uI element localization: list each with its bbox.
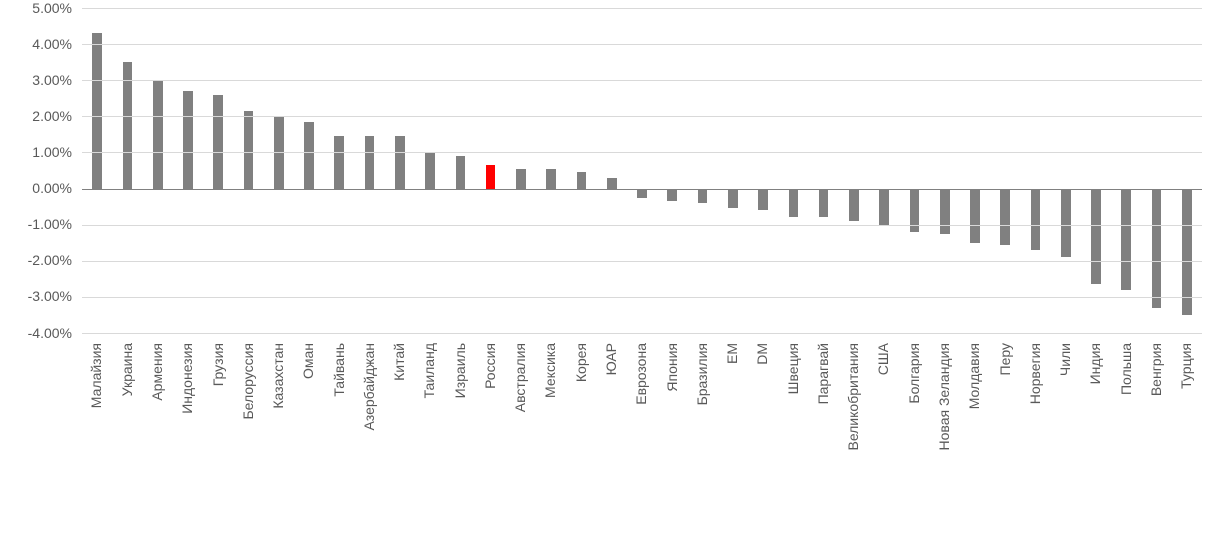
y-axis-tick-label: 1.00% (0, 144, 72, 160)
bar (516, 169, 526, 189)
gridline (82, 116, 1202, 117)
gridline (82, 8, 1202, 9)
bar (607, 178, 617, 189)
bar (244, 111, 254, 189)
x-axis-tick-label: Венгрия (1149, 343, 1163, 396)
bars-layer (82, 8, 1202, 333)
bar (1152, 189, 1162, 308)
y-axis-tick-label: 3.00% (0, 72, 72, 88)
x-axis-tick-label: Еврозона (634, 343, 648, 405)
x-axis-tick-label: Армения (150, 343, 164, 401)
x-axis-tick-label: Швеция (786, 343, 800, 394)
bar (819, 189, 829, 218)
bar (1000, 189, 1010, 245)
y-axis-tick-label: -3.00% (0, 288, 72, 304)
x-axis-tick-label: EM (725, 343, 739, 364)
bar (456, 156, 466, 189)
y-axis-tick-label: -4.00% (0, 325, 72, 341)
bar (758, 189, 768, 211)
x-axis-tick-label: Молдавия (967, 343, 981, 409)
bar (849, 189, 859, 222)
gridline (82, 152, 1202, 153)
y-axis-tick-label: -1.00% (0, 216, 72, 232)
x-axis-tick-label: DM (755, 343, 769, 365)
y-axis-tick-label: 5.00% (0, 0, 72, 16)
bar (637, 189, 647, 198)
bar (940, 189, 950, 234)
bar (365, 136, 375, 188)
x-axis-tick-label: Украина (120, 343, 134, 396)
bar (577, 172, 587, 188)
plot-area (82, 8, 1202, 333)
bar (153, 80, 163, 188)
bar (425, 152, 435, 188)
bar (667, 189, 677, 202)
gridline (82, 297, 1202, 298)
x-axis-tick-label: Мексика (543, 343, 557, 398)
x-axis-tick-label: Чили (1058, 343, 1072, 376)
bar (1061, 189, 1071, 258)
y-axis-tick-label: -2.00% (0, 252, 72, 268)
x-axis-tick-label: Корея (574, 343, 588, 382)
x-axis-tick-label: Тайвань (332, 343, 346, 397)
x-axis-tick-label: Австралия (513, 343, 527, 412)
x-axis-tick-label: Азербайджан (362, 343, 376, 431)
gridline (82, 189, 1202, 190)
y-axis-tick-label: 4.00% (0, 36, 72, 52)
gridline (82, 44, 1202, 45)
bar (304, 122, 314, 189)
x-axis-tick-label: Малайзия (89, 343, 103, 408)
x-axis-tick-label: Таиланд (422, 343, 436, 398)
bar (183, 91, 193, 189)
x-axis-tick-label: ЮАР (604, 343, 618, 375)
x-axis-tick-label: Парагвай (816, 343, 830, 404)
x-axis-tick-label: Россия (483, 343, 497, 389)
x-axis-tick-label: Польша (1119, 343, 1133, 395)
gridline (82, 80, 1202, 81)
y-axis-tick-label: 2.00% (0, 108, 72, 124)
bar (728, 189, 738, 209)
gridline (82, 261, 1202, 262)
x-axis-tick-label: Индия (1088, 343, 1102, 384)
bar (486, 165, 496, 188)
bar (546, 169, 556, 189)
bar-chart: -4.00% -3.00% -2.00% -1.00% 0.00% 1.00% 2.00% 3… (0, 0, 1219, 538)
x-axis-tick-label: Оман (301, 343, 315, 379)
x-axis-tick-label: Индонезия (180, 343, 194, 414)
bar (395, 136, 405, 188)
bar (92, 33, 102, 188)
bar (879, 189, 889, 227)
x-axis-tick-label: США (876, 343, 890, 375)
bar (213, 95, 223, 189)
bar (789, 189, 799, 218)
x-axis-tick-label: Бразилия (695, 343, 709, 405)
x-axis-tick-label: Грузия (211, 343, 225, 386)
x-axis-tick-label: Китай (392, 343, 406, 381)
bar (970, 189, 980, 243)
x-axis-tick-label: Новая Зеландия (937, 343, 951, 450)
x-axis-tick-label: Япония (665, 343, 679, 392)
bar (1031, 189, 1041, 250)
y-axis-tick-label: 0.00% (0, 180, 72, 196)
bar (1121, 189, 1131, 290)
x-axis-tick-label: Перу (998, 343, 1012, 375)
bar (698, 189, 708, 203)
x-axis-tick-label: Казахстан (271, 343, 285, 409)
x-axis-tick-label: Великобритания (846, 343, 860, 451)
bar (1091, 189, 1101, 285)
gridline (82, 225, 1202, 226)
gridline (82, 333, 1202, 334)
bar (334, 136, 344, 188)
x-axis-tick-label: Норвегия (1028, 343, 1042, 404)
x-axis-tick-label: Белоруссия (241, 343, 255, 420)
x-axis-tick-label: Болгария (907, 343, 921, 404)
x-axis-tick-label: Турция (1179, 343, 1193, 389)
x-axis-tick-label: Израиль (453, 343, 467, 398)
